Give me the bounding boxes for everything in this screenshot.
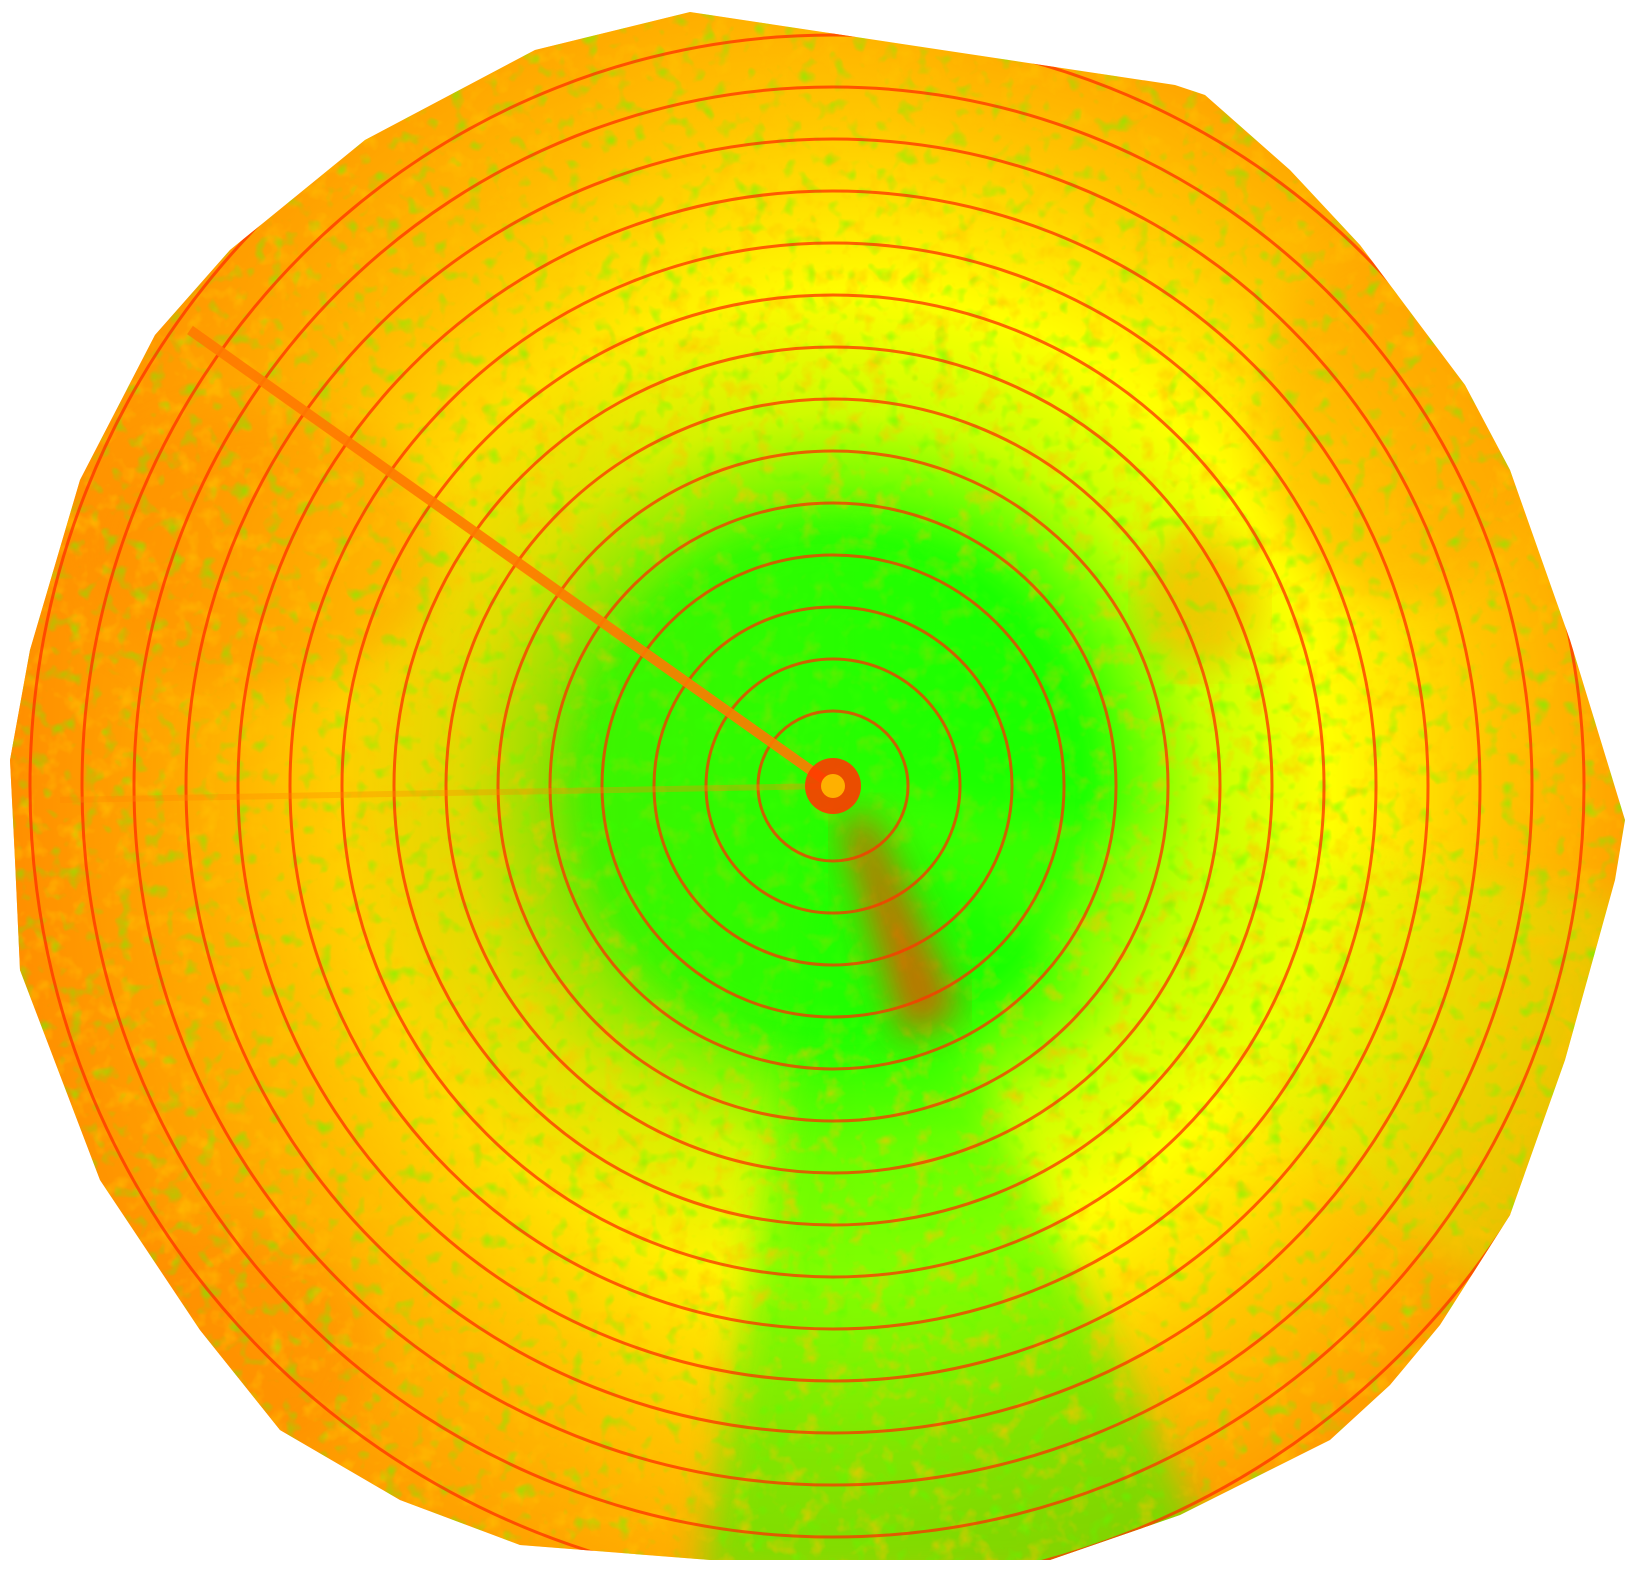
wheel-track-ring (340, 293, 1326, 1279)
wheel-track-ring (132, 85, 1534, 1487)
wheel-track-ring (184, 137, 1482, 1435)
wheel-track-ring (600, 553, 1066, 1019)
wheel-track-ring (496, 449, 1170, 1123)
stressed-wedge (840, 815, 960, 1040)
wheel-track-ring (80, 33, 1586, 1539)
wheel-track-ring (392, 345, 1274, 1227)
wheel-track-ring (548, 501, 1118, 1071)
wheel-track-ring (444, 397, 1222, 1175)
wheel-track-ring (756, 709, 910, 863)
pivot-arm-track (187, 325, 836, 791)
wheel-track-ring (236, 189, 1430, 1383)
wheel-track-ring (28, 12, 1625, 1560)
wheel-track-ring (704, 657, 962, 915)
wheel-track-ring (288, 241, 1378, 1331)
wheel-track-ring (652, 605, 1014, 967)
